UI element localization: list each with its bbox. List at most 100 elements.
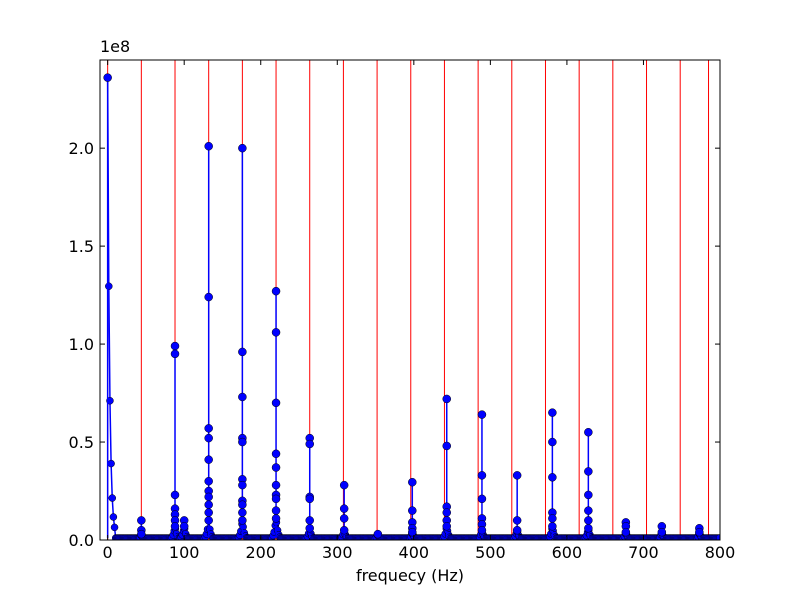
peak-point: [238, 516, 247, 525]
peak-point: [373, 529, 383, 539]
peak-point: [657, 527, 667, 537]
peak-point: [621, 527, 631, 537]
peak-point: [339, 504, 349, 513]
peak-point: [408, 506, 417, 515]
peak-point: [584, 523, 593, 533]
y-tick-label: 0.0: [69, 531, 94, 550]
peak-point: [204, 292, 213, 302]
x-tick-label: 100: [169, 543, 200, 562]
peak-point: [271, 506, 281, 515]
peak-point: [204, 492, 213, 502]
peak-point: [238, 347, 247, 357]
x-tick-label: 800: [705, 543, 736, 562]
peak-point: [584, 506, 593, 515]
peak-point: [271, 463, 281, 472]
peak-point: [238, 508, 247, 517]
peak-point: [137, 529, 146, 539]
peak-point: [442, 394, 451, 404]
peak-point: [442, 441, 451, 451]
peak-point: [238, 392, 247, 402]
peak-point: [584, 467, 593, 476]
peak-point: [271, 514, 281, 523]
peak-point: [548, 437, 557, 447]
plot-frame: [99, 59, 721, 541]
peak-point: [170, 490, 180, 500]
peak-point: [548, 514, 557, 523]
peak-point: [305, 494, 314, 504]
peak-point: [238, 500, 247, 509]
peak-point: [584, 490, 593, 500]
x-tick-label: 500: [475, 543, 506, 562]
peak-point: [271, 449, 281, 459]
peak-point: [477, 410, 487, 419]
x-tick-label: 0: [103, 543, 113, 562]
peak-point: [442, 522, 451, 531]
peak-point: [512, 516, 522, 525]
x-tick-label: 200: [245, 543, 276, 562]
x-axis-label: frequecy (Hz): [356, 566, 464, 585]
peak-point: [271, 286, 281, 296]
peak-point: [170, 341, 180, 351]
data-point: [105, 282, 113, 290]
peak-point: [477, 494, 487, 504]
x-tick-label: 600: [552, 543, 583, 562]
peak-point: [238, 437, 247, 447]
peak-point: [238, 480, 247, 490]
peak-point: [339, 514, 349, 523]
harmonic-lines: [107, 60, 710, 540]
data-point: [109, 513, 118, 521]
y-tick-label: 1.0: [69, 335, 94, 354]
peak-point: [477, 525, 487, 535]
y-axis-ticks: 0.0 0.5 1.0 1.5 2.0: [69, 139, 720, 550]
data-point: [108, 494, 116, 502]
peak-point: [271, 398, 281, 408]
y-tick-label: 0.5: [69, 433, 94, 452]
peak-point: [408, 477, 417, 487]
x-tick-label: 400: [399, 543, 430, 562]
peak-point: [339, 525, 349, 535]
peak-point: [548, 522, 557, 531]
peak-point: [271, 328, 281, 337]
peak-point: [271, 480, 281, 490]
peak-point: [103, 73, 112, 82]
peak-point: [170, 349, 180, 359]
peak-point: [204, 516, 213, 525]
peak-point: [408, 527, 417, 537]
peak-point: [512, 471, 522, 480]
peak-point: [170, 522, 180, 531]
peak-point: [204, 433, 213, 443]
peak-point: [477, 471, 487, 480]
peak-point: [238, 143, 247, 153]
peak-point: [339, 480, 349, 490]
y-tick-label: 2.0: [69, 139, 94, 158]
peak-point: [305, 439, 314, 449]
peak-point: [204, 141, 213, 151]
y-tick-label: 1.5: [69, 237, 94, 256]
data-point: [110, 523, 119, 532]
peak-point: [271, 494, 281, 504]
peak-point: [305, 516, 314, 525]
peak-point: [204, 500, 213, 509]
peak-point: [204, 455, 213, 464]
peak-point: [137, 516, 146, 525]
peak-point: [305, 523, 314, 533]
peak-point: [548, 408, 557, 417]
spectrum-series: [103, 73, 720, 540]
peak-point: [204, 508, 213, 517]
peak-point: [584, 516, 593, 525]
peak-point: [512, 525, 522, 535]
peak-point: [695, 527, 704, 537]
peak-point: [179, 522, 189, 531]
peak-point: [204, 424, 213, 433]
y-offset-label: 1e8: [100, 37, 130, 56]
peak-point: [584, 427, 593, 437]
data-point: [107, 459, 115, 468]
x-axis-ticks: 0 100 200 300 400 500 600 700 800: [103, 60, 736, 562]
peak-point: [548, 473, 557, 482]
x-tick-label: 700: [628, 543, 659, 562]
peak-point: [204, 476, 213, 486]
peak-point: [442, 508, 451, 517]
x-tick-label: 300: [322, 543, 353, 562]
